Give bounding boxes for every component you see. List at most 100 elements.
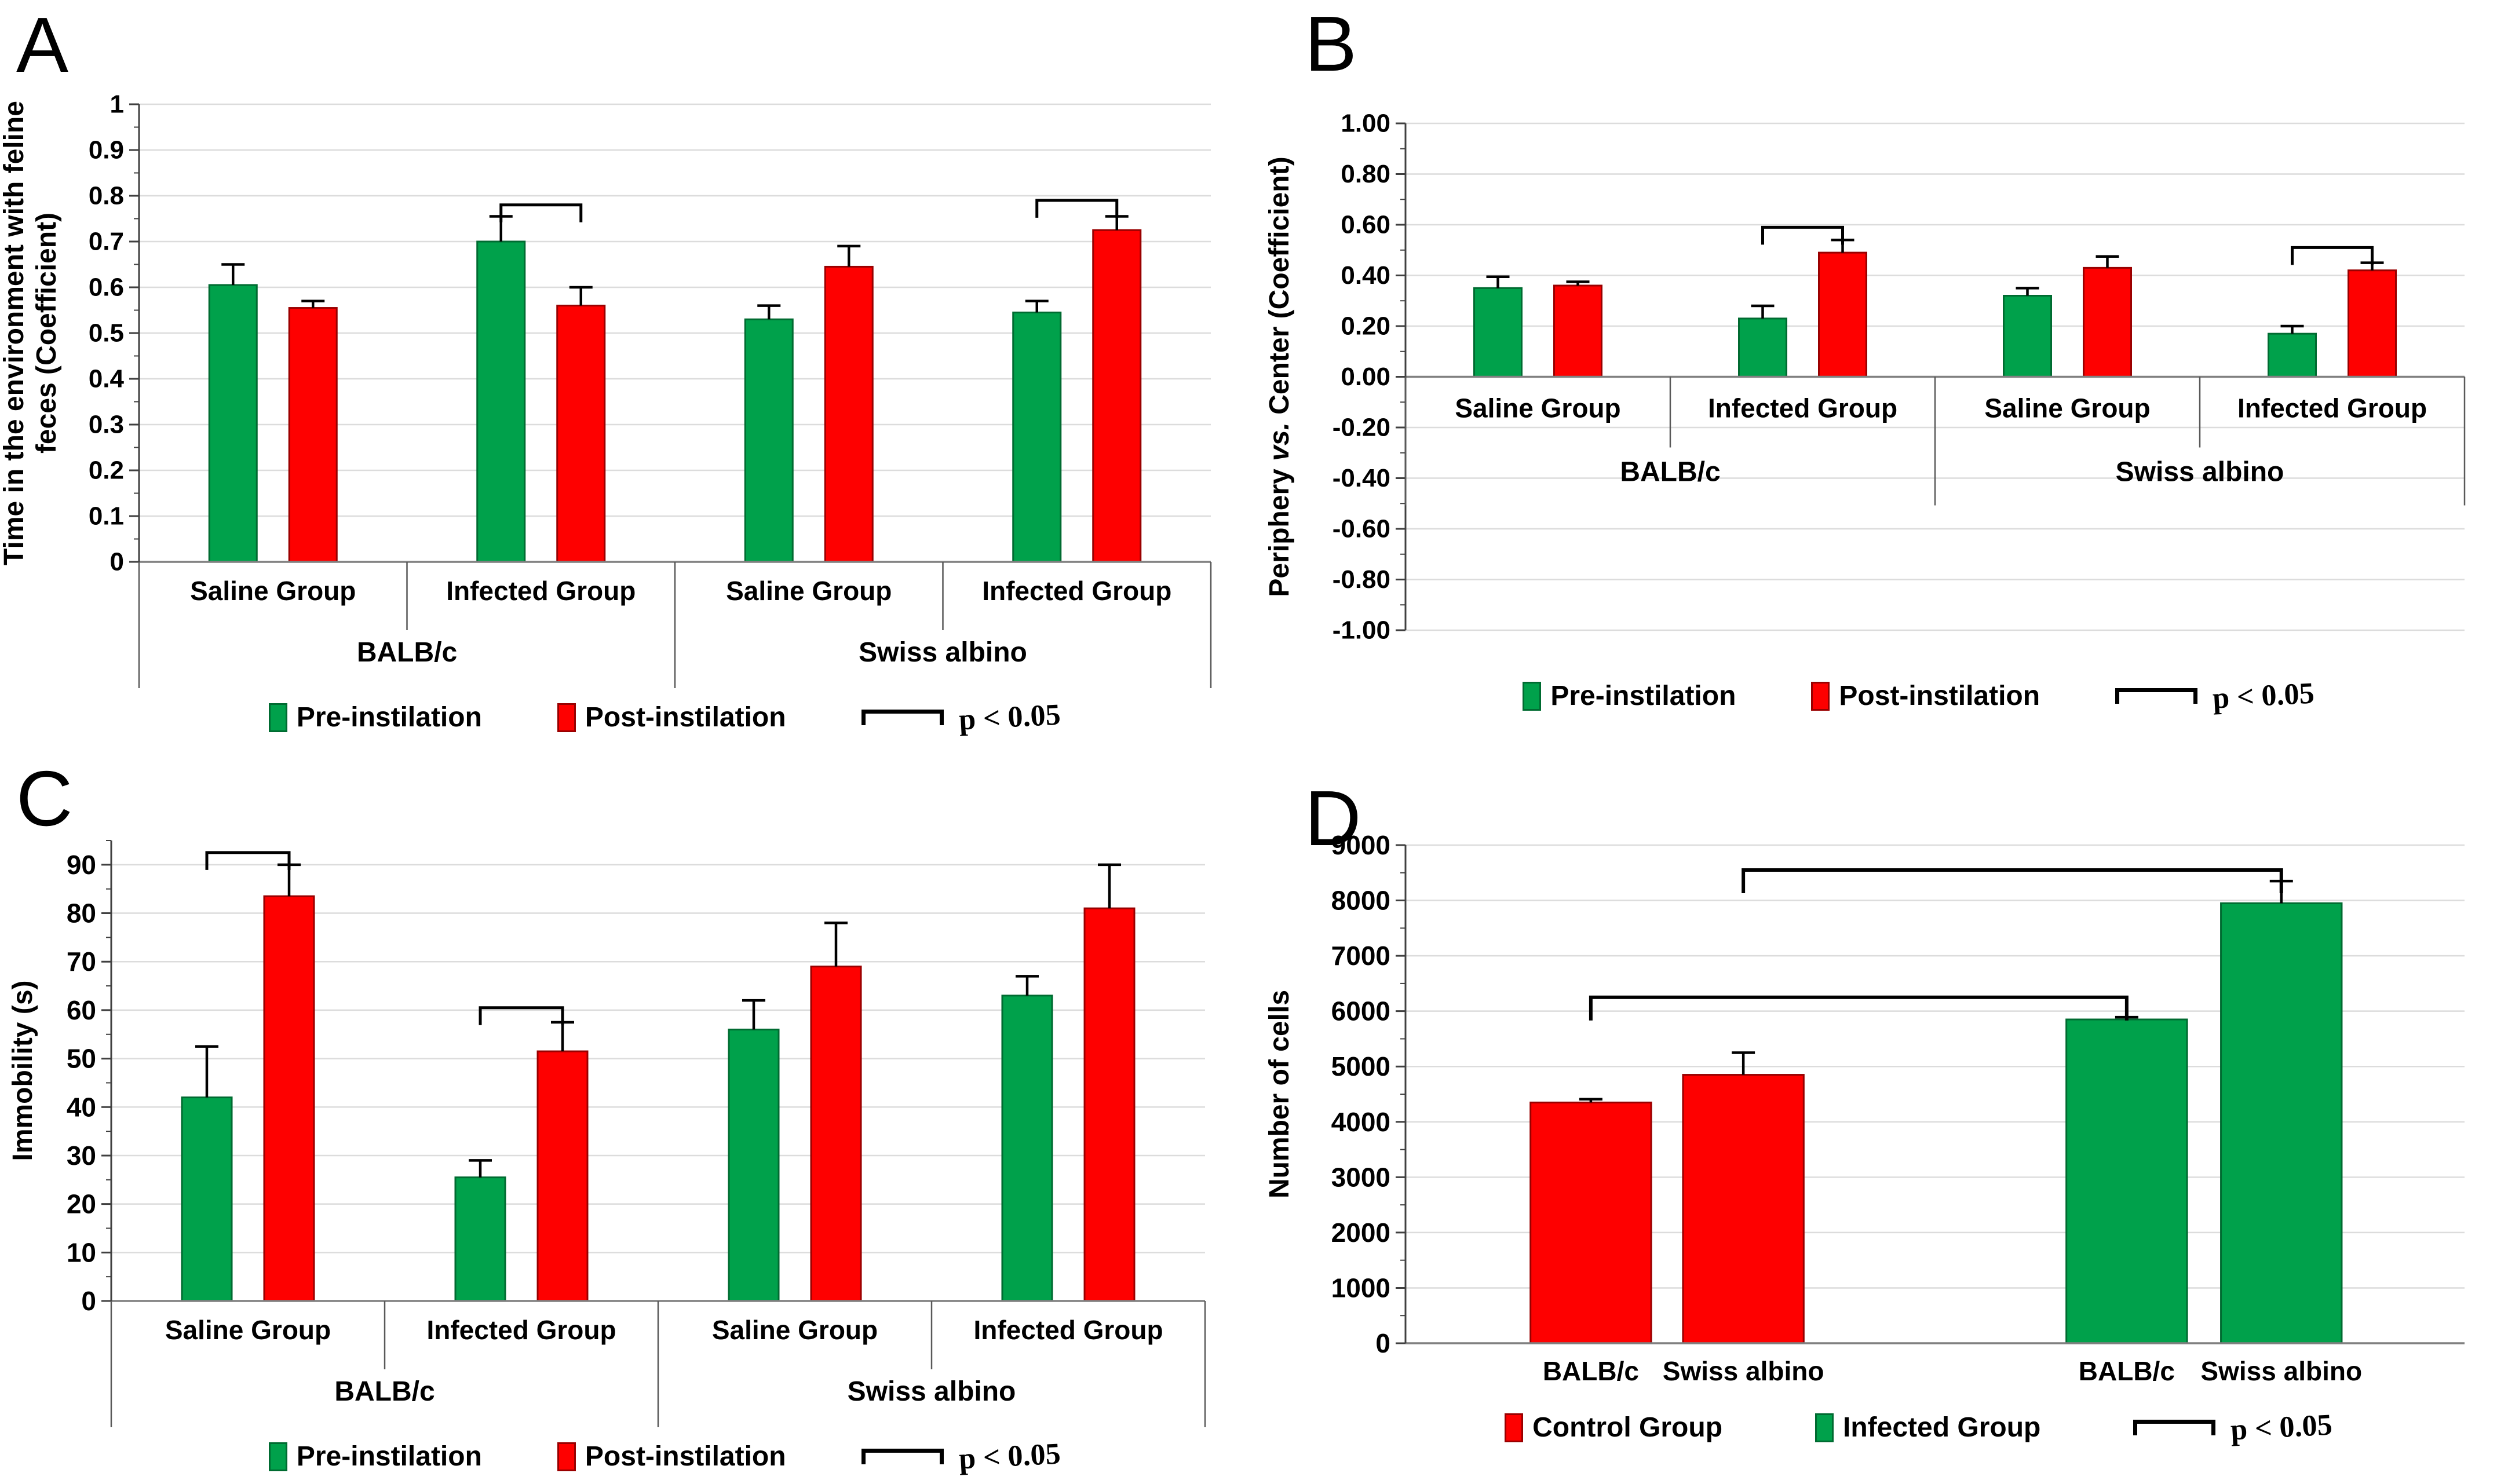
panel-letter-c: C [16, 755, 73, 842]
significance-brackets [1589, 868, 2283, 1021]
significance-bracket-icon [861, 710, 944, 725]
legend-item-infected: Infected Group [1815, 1412, 2040, 1443]
category-axis: Saline Group Infected Group Saline Group In… [138, 562, 1212, 688]
bar [556, 305, 606, 563]
bar [1083, 907, 1136, 1302]
svg-text:Infected Group: Infected Group [2237, 393, 2427, 423]
svg-text:-0.40: -0.40 [1333, 464, 1390, 492]
svg-text:0.00: 0.00 [1341, 363, 1390, 391]
bar [824, 265, 874, 563]
legend-item-significance: p < 0.05 [2115, 677, 2315, 715]
axes: -1.00 -0.80 -0.60 -0.40 -0.20 0.00 0.20 0.40 0.6… [1333, 109, 2465, 645]
svg-text:0.80: 0.80 [1341, 160, 1390, 188]
significance-brackets [499, 199, 1119, 222]
legend-b: Pre-instilation Post-instilation p < 0.0… [1254, 677, 2508, 715]
significance-bracket [1761, 225, 1844, 245]
svg-text:0.8: 0.8 [89, 182, 124, 210]
svg-text:-0.80: -0.80 [1333, 565, 1390, 594]
significance-bracket [1589, 995, 2129, 1021]
significance-brackets [1761, 225, 2374, 265]
bar [476, 240, 526, 563]
bar [1553, 284, 1602, 378]
legend-swatch-green-icon [268, 1442, 287, 1471]
bar [1682, 1074, 1805, 1344]
svg-text:0.2: 0.2 [89, 456, 124, 485]
bar [1529, 1101, 1652, 1344]
svg-text:Swiss albino: Swiss albino [859, 637, 1027, 668]
legend-item-pre: Pre-instilation [268, 1441, 482, 1472]
category-axis: BALB/c Swiss albino BALB/c Swiss albino [1543, 1356, 2362, 1386]
error-bars [221, 215, 1129, 320]
svg-text:0.20: 0.20 [1341, 312, 1390, 341]
svg-text:BALB/c: BALB/c [334, 1376, 435, 1407]
bar [1473, 287, 1523, 378]
svg-text:BALB/c: BALB/c [357, 637, 457, 668]
svg-text:7000: 7000 [1331, 941, 1390, 971]
svg-text:BALB/c: BALB/c [1543, 1356, 1639, 1386]
sig-label: p < 0.05 [958, 698, 1061, 737]
svg-text:Infected Group: Infected Group [426, 1315, 616, 1345]
legend-item-significance: p < 0.05 [861, 698, 1061, 737]
panel-letter-b: B [1305, 0, 1357, 87]
svg-text:90: 90 [67, 850, 96, 880]
panel-letter-d: D [1305, 774, 1361, 862]
legend-swatch-red-icon [1811, 681, 1830, 711]
svg-text:Number of cells: Number of cells [1264, 990, 1295, 1198]
bar [288, 307, 338, 563]
svg-text:60: 60 [67, 995, 96, 1025]
panel-d: D 0 1000 2000 3000 4000 5000 6000 7000 8000 9000 N… [1254, 742, 2508, 1484]
bars [1473, 251, 2397, 378]
svg-text:5000: 5000 [1331, 1051, 1390, 1081]
bar [1092, 229, 1142, 563]
legend-item-post: Post-instilation [557, 1441, 786, 1472]
svg-text:Time in the environment with f: Time in the environment with feline [0, 101, 30, 565]
svg-text:0.40: 0.40 [1341, 261, 1390, 290]
svg-text:Swiss albino: Swiss albino [1663, 1356, 1824, 1386]
significance-bracket-icon [861, 1449, 944, 1464]
svg-text:-0.60: -0.60 [1333, 515, 1390, 543]
bar [2268, 332, 2317, 378]
svg-text:Periphery vs. Center (Coeffici: Periphery vs. Center (Coefficient) [1264, 156, 1295, 597]
panel-letter-a: A [16, 1, 69, 89]
svg-text:9000: 9000 [1331, 830, 1390, 860]
significance-bracket [499, 203, 583, 222]
bars [181, 895, 1136, 1302]
chart-a-bar-chart: 0 0.1 0.2 0.3 0.4 0.5 0.6 0.7 0.8 0.9 1 Time in the… [0, 90, 1212, 688]
bar [744, 318, 794, 563]
category-axis: Saline Group Infected Group Saline Group In… [110, 1301, 1206, 1427]
svg-text:0.5: 0.5 [89, 319, 124, 348]
bar [2065, 1018, 2188, 1344]
legend-swatch-red-icon [1505, 1413, 1524, 1442]
legend-label: Pre-instilation [1550, 681, 1736, 711]
y-axis-title: Time in the environment with feline feces… [0, 101, 62, 565]
svg-text:Saline Group: Saline Group [190, 576, 356, 606]
svg-text:Infected Group: Infected Group [1708, 393, 1897, 423]
y-axis-title: Immobility (s) [8, 980, 38, 1161]
significance-bracket [1742, 868, 2283, 893]
legend-label: Control Group [1532, 1412, 1723, 1443]
svg-text:Saline Group: Saline Group [712, 1315, 878, 1345]
legend-swatch-green-icon [268, 703, 287, 732]
sig-label: p < 0.05 [2229, 1408, 2334, 1447]
bar [1001, 995, 1053, 1302]
legend-swatch-red-icon [557, 1442, 576, 1471]
significance-bracket [479, 1006, 564, 1025]
svg-text:0.3: 0.3 [89, 411, 124, 439]
bar [454, 1176, 506, 1302]
error-bars [1486, 239, 2384, 334]
svg-text:0: 0 [81, 1286, 96, 1316]
legend-item-significance: p < 0.05 [861, 1437, 1061, 1476]
category-axis: Saline Group Infected Group Saline Group In… [1404, 377, 2466, 506]
svg-text:0.1: 0.1 [89, 502, 124, 531]
legend-label: Pre-instilation [296, 1441, 482, 1472]
svg-text:feces (Coefficient): feces (Coefficient) [31, 213, 62, 454]
significance-bracket [1035, 199, 1119, 218]
svg-text:Saline Group: Saline Group [1984, 393, 2150, 423]
bars [208, 229, 1142, 563]
legend-a: Pre-instilation Post-instilation p < 0.0… [0, 698, 1254, 737]
legend-label: Infected Group [1843, 1412, 2041, 1443]
svg-text:0.7: 0.7 [89, 228, 124, 256]
legend-label: Pre-instilation [296, 702, 482, 733]
legend-item-post: Post-instilation [1811, 680, 2040, 712]
